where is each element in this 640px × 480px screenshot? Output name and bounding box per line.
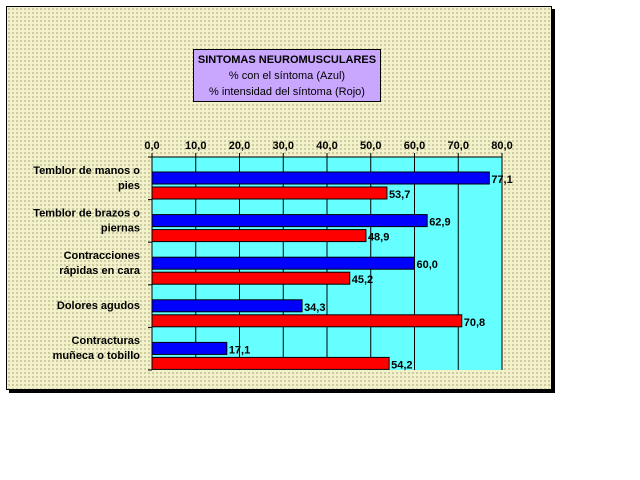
x-tick-label: 80,0 xyxy=(491,140,512,152)
x-tick-label: 0,0 xyxy=(144,140,159,152)
bar-value-label: 17,1 xyxy=(229,344,250,356)
chart-subtitle-red: % intensidad del síntoma (Rojo) xyxy=(209,86,365,98)
chart-title: SINTOMAS NEUROMUSCULARES xyxy=(197,54,377,66)
x-tick-label: 30,0 xyxy=(273,140,294,152)
bar xyxy=(151,341,228,355)
bar xyxy=(151,256,415,270)
category-label-line: piernas xyxy=(101,222,140,234)
bar xyxy=(151,171,490,185)
chart-title-box: SINTOMAS NEUROMUSCULARES % con el síntom… xyxy=(193,49,381,102)
category-label-line: Temblor de brazos o xyxy=(33,207,140,219)
bar-value-label: 60,0 xyxy=(417,259,438,271)
category-label-line: Contracciones xyxy=(64,250,140,262)
bar-value-label: 77,1 xyxy=(491,174,512,186)
category-label: Temblor de manos o pies xyxy=(33,165,140,192)
bar xyxy=(151,299,303,313)
bar xyxy=(151,214,428,228)
category-label-line: rápidas en cara xyxy=(59,265,141,277)
chart-subtitle-blue: % con el síntoma (Azul) xyxy=(228,70,346,82)
bar xyxy=(151,186,388,200)
category-label-line: muñeca o tobillo xyxy=(53,350,141,362)
bar xyxy=(151,356,390,370)
category-label: Contracciones rápidas en cara xyxy=(59,250,141,277)
bar xyxy=(151,314,463,328)
bar xyxy=(151,229,367,243)
category-label-line: pies xyxy=(118,180,140,192)
bar-value-label: 62,9 xyxy=(429,217,450,229)
category-label: Temblor de brazos o piernas xyxy=(33,207,140,234)
bar-value-label: 53,7 xyxy=(389,189,410,201)
bar xyxy=(151,271,351,285)
x-tick-label: 70,0 xyxy=(448,140,469,152)
category-label-line: Contracturas xyxy=(72,335,140,347)
category-label-line: Temblor de manos o xyxy=(33,165,140,177)
category-label-line: Dolores agudos xyxy=(57,300,140,312)
x-tick-label: 10,0 xyxy=(185,140,206,152)
bar-value-label: 48,9 xyxy=(368,232,389,244)
category-label: Contracturas muñeca o tobillo xyxy=(53,335,141,362)
category-label: Dolores agudos xyxy=(57,300,140,312)
bar-value-label: 34,3 xyxy=(304,302,325,314)
bar-value-label: 70,8 xyxy=(464,317,485,329)
x-tick-label: 40,0 xyxy=(316,140,337,152)
x-tick-label: 50,0 xyxy=(360,140,381,152)
bar-value-label: 45,2 xyxy=(352,274,373,286)
x-tick-label: 20,0 xyxy=(229,140,250,152)
bar-value-label: 54,2 xyxy=(391,359,412,371)
x-tick-label: 60,0 xyxy=(404,140,425,152)
